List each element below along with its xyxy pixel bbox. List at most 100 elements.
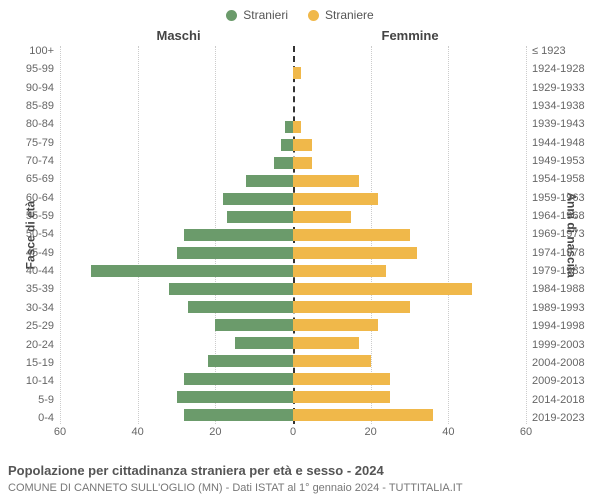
bar-female	[293, 319, 378, 332]
bar-male	[281, 139, 293, 152]
ylabel-birth: ≤ 1923	[532, 46, 596, 57]
bar-row	[60, 118, 526, 136]
plot-area: Fasce di età Anni di nascita 100+95-9990…	[4, 46, 596, 424]
bar-female	[293, 175, 359, 188]
header-male: Maschi	[157, 28, 201, 43]
ylabel-age: 40-44	[4, 266, 54, 277]
bar-female	[293, 265, 386, 278]
bar-female	[293, 391, 390, 404]
ylabel-birth: 1989-1993	[532, 303, 596, 314]
bar-male	[208, 355, 293, 368]
bar-male	[177, 391, 294, 404]
bar-female	[293, 409, 433, 422]
bar-female	[293, 355, 371, 368]
bar-male	[91, 265, 293, 278]
xtick: 60	[54, 426, 66, 438]
bar-row	[60, 334, 526, 352]
bar-male	[285, 121, 293, 134]
bar-female	[293, 121, 301, 134]
legend-swatch-female	[308, 10, 319, 21]
bar-male	[246, 175, 293, 188]
ylabel-age: 50-54	[4, 229, 54, 240]
bar-row	[60, 388, 526, 406]
chart-subcaption: COMUNE DI CANNETO SULL'OGLIO (MN) - Dati…	[8, 482, 463, 494]
bar-row	[60, 208, 526, 226]
bar-row	[60, 100, 526, 118]
bar-row	[60, 280, 526, 298]
bar-female	[293, 301, 410, 314]
bar-row	[60, 64, 526, 82]
bar-male	[184, 229, 293, 242]
ylabel-age: 55-59	[4, 211, 54, 222]
bar-row	[60, 190, 526, 208]
ylabel-age: 5-9	[4, 395, 54, 406]
bar-male	[227, 211, 293, 224]
ylabel-birth: 1949-1953	[532, 156, 596, 167]
ylabel-age: 100+	[4, 46, 54, 57]
xtick: 20	[209, 426, 221, 438]
bar-female	[293, 139, 312, 152]
ylabel-birth: 1954-1958	[532, 174, 596, 185]
ylabel-birth: 1999-2003	[532, 340, 596, 351]
ylabel-age: 95-99	[4, 64, 54, 75]
bar-male	[177, 247, 294, 260]
bar-male	[169, 283, 293, 296]
column-headers: Maschi Femmine	[4, 28, 596, 44]
bar-female	[293, 337, 359, 350]
ylabel-birth: 1929-1933	[532, 83, 596, 94]
bars-container	[60, 46, 526, 424]
yaxis-left: 100+95-9990-9485-8980-8475-7970-7465-696…	[4, 46, 60, 424]
bar-female	[293, 373, 390, 386]
ylabel-age: 45-49	[4, 248, 54, 259]
xaxis: 6040200204060	[60, 426, 526, 446]
legend-item-male: Stranieri	[226, 8, 288, 22]
bar-female	[293, 211, 351, 224]
bar-male	[184, 409, 293, 422]
bar-female	[293, 247, 417, 260]
ylabel-age: 90-94	[4, 83, 54, 94]
ylabel-birth: 1979-1983	[532, 266, 596, 277]
ylabel-age: 35-39	[4, 284, 54, 295]
bar-female	[293, 193, 378, 206]
bar-row	[60, 244, 526, 262]
bar-row	[60, 46, 526, 64]
ylabel-birth: 1974-1978	[532, 248, 596, 259]
ylabel-age: 65-69	[4, 174, 54, 185]
ylabel-birth: 1939-1943	[532, 119, 596, 130]
bar-row	[60, 298, 526, 316]
bar-male	[223, 193, 293, 206]
legend-item-female: Straniere	[308, 8, 374, 22]
xtick: 20	[365, 426, 377, 438]
bar-row	[60, 352, 526, 370]
ylabel-birth: 2004-2008	[532, 358, 596, 369]
legend-label-male: Stranieri	[243, 8, 288, 22]
bar-male	[188, 301, 293, 314]
ylabel-age: 70-74	[4, 156, 54, 167]
ylabel-age: 10-14	[4, 376, 54, 387]
bar-row	[60, 172, 526, 190]
ylabel-birth: 1944-1948	[532, 138, 596, 149]
xtick: 60	[520, 426, 532, 438]
ylabel-age: 60-64	[4, 193, 54, 204]
bar-row	[60, 262, 526, 280]
legend-swatch-male	[226, 10, 237, 21]
ylabel-birth: 1994-1998	[532, 321, 596, 332]
bar-row	[60, 370, 526, 388]
ylabel-age: 20-24	[4, 340, 54, 351]
legend-label-female: Straniere	[325, 8, 374, 22]
bar-female	[293, 229, 410, 242]
bar-female	[293, 67, 301, 80]
bar-male	[215, 319, 293, 332]
ylabel-age: 80-84	[4, 119, 54, 130]
xtick: 0	[290, 426, 296, 438]
ylabel-birth: 1924-1928	[532, 64, 596, 75]
ylabel-age: 0-4	[4, 413, 54, 424]
population-pyramid-chart: Stranieri Straniere Maschi Femmine Fasce…	[0, 0, 600, 500]
legend: Stranieri Straniere	[4, 8, 596, 22]
bar-row	[60, 154, 526, 172]
xtick: 40	[442, 426, 454, 438]
yaxis-right: ≤ 19231924-19281929-19331934-19381939-19…	[526, 46, 596, 424]
bar-female	[293, 157, 312, 170]
ylabel-birth: 2019-2023	[532, 413, 596, 424]
bar-row	[60, 406, 526, 424]
